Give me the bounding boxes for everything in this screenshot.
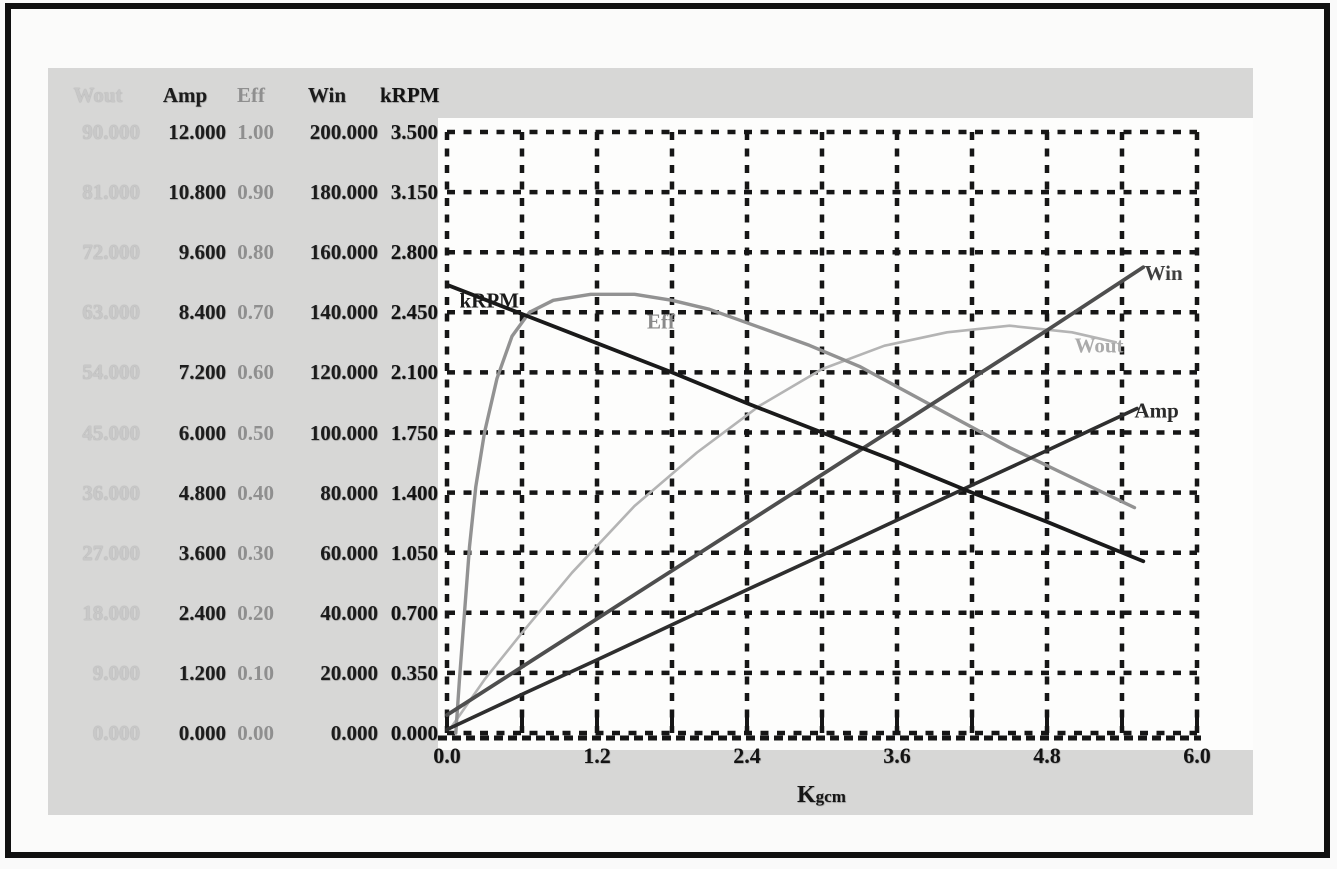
x-tick-label-3.6: 3.6 [883, 743, 911, 768]
cell-amp: 10.800 [168, 180, 226, 205]
cell-krpm: 2.800 [390, 240, 438, 265]
cell-krpm: 2.100 [390, 360, 438, 385]
curve-amp [445, 406, 1139, 732]
table-row: 63.000 8.400 0.70 140.000 2.450 [0, 298, 445, 326]
cell-eff: 0.70 [237, 300, 274, 325]
cell-win: 100.000 [309, 420, 378, 445]
cell-eff: 0.20 [237, 600, 274, 625]
cell-wout: 18.000 [82, 600, 140, 625]
cell-win: 40.000 [320, 600, 378, 625]
cell-krpm: 0.700 [390, 600, 438, 625]
cell-eff: 0.10 [237, 660, 274, 685]
table-row: 45.000 6.000 0.50 100.000 1.750 [0, 419, 445, 447]
column-header-eff: Eff [237, 83, 265, 107]
curve-label-win: Win [1145, 261, 1183, 285]
cell-krpm: 0.000 [390, 721, 438, 745]
curve-krpm [445, 282, 1146, 564]
cell-win: 200.000 [309, 120, 378, 144]
cell-win: 180.000 [309, 180, 378, 205]
cell-win: 140.000 [309, 300, 378, 325]
x-tick-label-4.8: 4.8 [1033, 743, 1061, 768]
table-row: 27.000 3.600 0.30 60.000 1.050 [0, 539, 445, 567]
curve-label-amp: Amp [1135, 398, 1179, 422]
cell-win: 0.000 [330, 721, 378, 745]
column-header-wout: Wout [73, 83, 123, 107]
cell-eff: 0.50 [237, 420, 274, 445]
cell-amp: 0.000 [178, 721, 226, 745]
x-tick-label-1.2: 1.2 [583, 743, 611, 768]
curve-win [445, 265, 1146, 717]
cell-amp: 1.200 [178, 660, 226, 685]
cell-wout: 27.000 [82, 540, 140, 565]
cell-win: 120.000 [309, 360, 378, 385]
table-header-row: Wout Amp Eff Win kRPM [0, 81, 445, 109]
x-tick-label-2.4: 2.4 [733, 743, 761, 768]
x-tick-label-0.0: 0.0 [433, 743, 461, 768]
column-header-amp: Amp [162, 83, 208, 107]
table-row: 81.000 10.800 0.90 180.000 3.150 [0, 178, 445, 206]
table-row: 0.000 0.000 0.00 0.000 0.000 [0, 719, 445, 747]
cell-amp: 6.000 [178, 420, 226, 445]
cell-krpm: 0.350 [390, 660, 438, 685]
cell-wout: 9.000 [92, 660, 140, 685]
cell-win: 160.000 [309, 240, 378, 265]
cell-wout: 90.000 [82, 120, 140, 144]
x-axis-label: Kgcm [797, 780, 846, 810]
cell-wout: 72.000 [82, 240, 140, 265]
x-axis-label-main: K [797, 782, 816, 808]
cell-win: 20.000 [320, 660, 378, 685]
curve-label-wout: Wout [1075, 333, 1124, 357]
table-row: 72.000 9.600 0.80 160.000 2.800 [0, 238, 445, 266]
cell-krpm: 1.400 [390, 480, 438, 505]
cell-eff: 0.00 [237, 721, 274, 745]
table-row: 18.000 2.400 0.20 40.000 0.700 [0, 599, 445, 627]
cell-wout: 81.000 [82, 180, 140, 205]
table-row: 36.000 4.800 0.40 80.000 1.400 [0, 479, 445, 507]
cell-eff: 0.80 [237, 240, 274, 265]
cell-krpm: 1.750 [390, 420, 438, 445]
cell-krpm: 1.050 [390, 540, 438, 565]
cell-amp: 4.800 [178, 480, 226, 505]
curve-label-eff: Eff [647, 309, 676, 333]
cell-win: 80.000 [320, 480, 378, 505]
cell-krpm: 3.150 [390, 180, 438, 205]
cell-amp: 9.600 [178, 240, 226, 265]
cell-amp: 2.400 [178, 600, 226, 625]
curve-eff [454, 292, 1137, 735]
column-header-win: Win [307, 83, 347, 107]
cell-wout: 0.000 [92, 721, 140, 745]
cell-krpm: 3.500 [390, 120, 438, 144]
x-tick-label-6.0: 6.0 [1183, 743, 1211, 768]
cell-eff: 1.00 [237, 120, 274, 144]
cell-wout: 63.000 [82, 300, 140, 325]
cell-wout: 36.000 [82, 480, 140, 505]
cell-eff: 0.30 [237, 540, 274, 565]
cell-amp: 3.600 [178, 540, 226, 565]
cell-wout: 45.000 [82, 420, 140, 445]
curve-label-krpm: kRPM [460, 288, 520, 312]
table-row: 54.000 7.200 0.60 120.000 2.100 [0, 358, 445, 386]
table-row: 90.000 12.000 1.00 200.000 3.500 [0, 118, 445, 146]
cell-krpm: 2.450 [390, 300, 438, 325]
cell-eff: 0.60 [237, 360, 274, 385]
cell-eff: 0.40 [237, 480, 274, 505]
cell-amp: 8.400 [178, 300, 226, 325]
curve-wout [448, 324, 1118, 732]
table-row: 9.000 1.200 0.10 20.000 0.350 [0, 659, 445, 687]
cell-win: 60.000 [320, 540, 378, 565]
cell-eff: 0.90 [237, 180, 274, 205]
cell-amp: 7.200 [178, 360, 226, 385]
cell-amp: 12.000 [168, 120, 226, 144]
column-header-krpm: kRPM [380, 83, 440, 107]
x-axis-label-sub: gcm [815, 787, 846, 806]
cell-wout: 54.000 [82, 360, 140, 385]
